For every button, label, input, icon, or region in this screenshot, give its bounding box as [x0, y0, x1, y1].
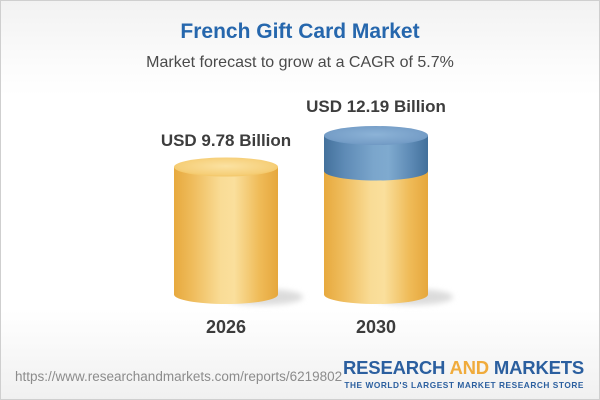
chart-title: French Gift Card Market [180, 20, 420, 43]
report-url-link[interactable]: https://www.researchandmarkets.com/repor… [15, 369, 343, 384]
chart-subtitle: Market forecast to grow at a CAGR of 5.7… [146, 54, 454, 71]
cylinder-2026 [174, 157, 278, 304]
value-label-2026: USD 9.78 Billion [160, 131, 292, 150]
logo-word-research: RESEARCH [343, 357, 446, 378]
growth-segment-top [324, 126, 428, 145]
logo-wordmark: RESEARCH AND MARKETS [343, 357, 584, 378]
category-label-2030: 2030 [355, 317, 397, 337]
value-label-2030: USD 12.19 Billion [306, 97, 446, 116]
research-and-markets-logo: RESEARCH AND MARKETS THE WORLD'S LARGEST… [343, 357, 584, 390]
logo-tagline: THE WORLD'S LARGEST MARKET RESEARCH STOR… [344, 379, 584, 390]
category-label-2026: 2026 [205, 317, 247, 337]
logo-word-markets: MARKETS [493, 357, 584, 378]
cylinder-2030 [324, 126, 428, 304]
logo-word-and: AND [449, 357, 489, 378]
